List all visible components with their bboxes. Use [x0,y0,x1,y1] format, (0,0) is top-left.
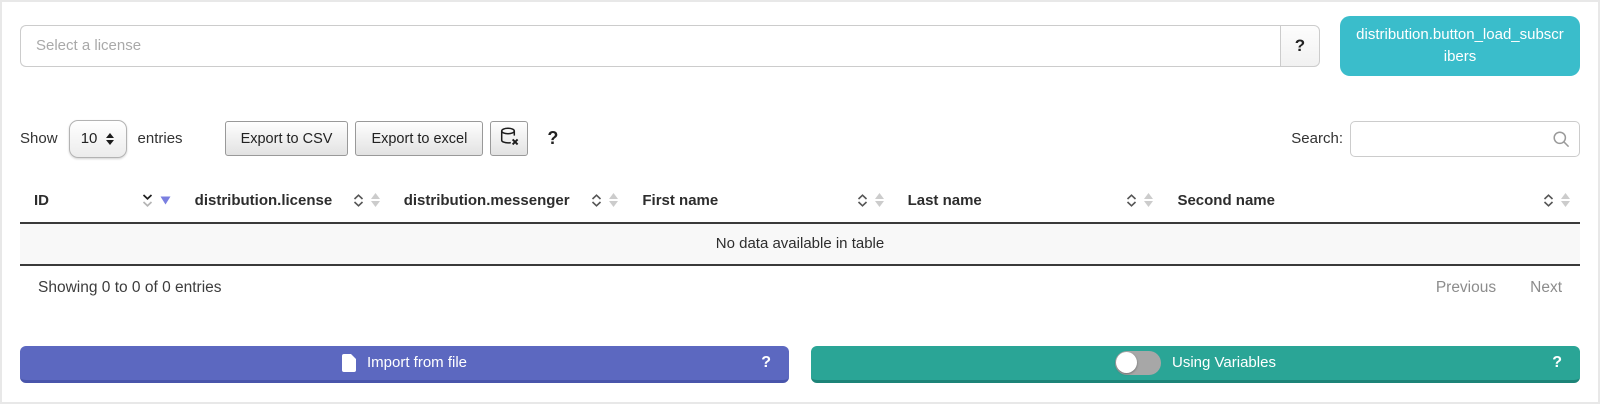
clear-table-button[interactable] [490,121,529,156]
database-remove-icon [499,127,520,150]
import-button-label: Import from file [366,354,468,371]
table-toolbar: Show 10 entries Export to CSV Export to … [20,119,1580,158]
column-label: distribution.license [194,191,333,209]
table-header-row: ID distribution.lic [20,182,1580,224]
variables-toggle-switch[interactable] [1115,350,1162,375]
empty-row: No data available in table [20,222,1580,266]
column-header-license[interactable]: distribution.license [180,182,390,224]
entries-length-value: 10 [80,130,98,147]
license-input-group: ? [20,24,1320,67]
column-label: Second name [1177,191,1275,209]
import-from-file-button[interactable]: Import from file ? [20,345,789,383]
column-label: distribution.messenger [403,191,570,209]
sort-unsorted-icon [1543,193,1570,207]
license-row: ? distribution.button_load_subscribers [20,16,1580,76]
export-buttons: Export to CSV Export to excel [224,121,536,156]
sort-unsorted-icon [591,193,619,207]
search-input[interactable] [1350,120,1580,157]
search-label: Search: [1291,130,1343,147]
toggle-knob [1116,352,1138,373]
license-select-input[interactable] [20,24,1280,67]
spinner-icon [106,132,115,145]
load-subscribers-button[interactable]: distribution.button_load_subscribers [1340,16,1580,76]
next-page-button[interactable]: Next [1530,278,1562,296]
sort-desc-active-icon [142,193,171,207]
table-info-text: Showing 0 to 0 of 0 entries [38,278,222,296]
empty-table-message: No data available in table [20,222,1580,266]
previous-page-button[interactable]: Previous [1435,278,1497,296]
column-header-first-name[interactable]: First name [628,182,894,224]
sort-unsorted-icon [1126,193,1154,207]
using-variables-button[interactable]: Using Variables ? [811,345,1580,383]
column-header-second-name[interactable]: Second name [1163,182,1580,224]
license-help-button[interactable]: ? [1280,24,1320,67]
column-label: ID [34,191,49,209]
pagination: Previous Next [1436,279,1562,297]
column-header-id[interactable]: ID [20,182,181,224]
export-excel-button[interactable]: Export to excel [355,121,484,156]
import-help-icon[interactable]: ? [761,353,771,371]
column-label: Last name [907,191,982,209]
entries-length-select[interactable]: 10 [68,119,127,158]
column-header-last-name[interactable]: Last name [893,182,1164,224]
export-csv-button[interactable]: Export to CSV [224,121,349,156]
variables-help-icon[interactable]: ? [1552,353,1562,371]
toolbar-help-text[interactable]: ? [547,128,559,148]
file-icon [341,353,356,372]
sort-unsorted-icon [857,193,884,207]
entries-label: entries [137,130,183,147]
show-label: Show [20,130,58,147]
subscribers-table: ID distribution.lic [20,182,1580,297]
page-length-control: Show 10 entries [20,119,183,158]
sort-unsorted-icon [353,193,380,207]
table-footer: Showing 0 to 0 of 0 entries Previous Nex… [38,279,1562,297]
variables-button-label: Using Variables [1172,354,1276,371]
column-header-messenger[interactable]: distribution.messenger [389,182,629,224]
bottom-actions: Import from file ? Using Variables ? [20,345,1580,383]
search-control: Search: [1291,120,1580,157]
column-label: First name [642,191,719,209]
